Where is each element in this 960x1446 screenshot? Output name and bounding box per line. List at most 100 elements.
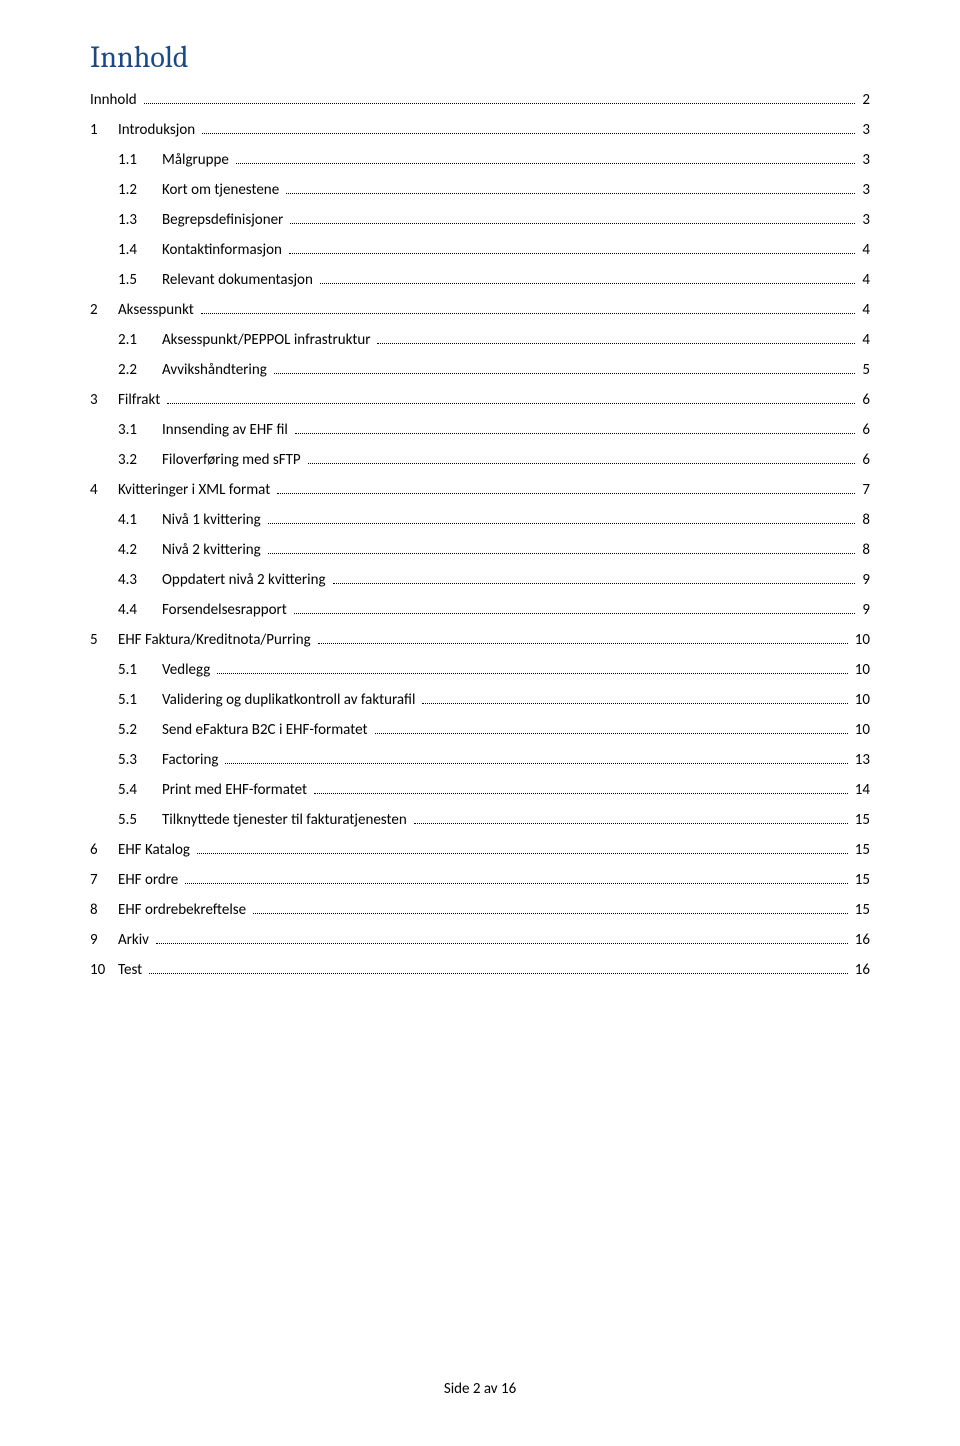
toc-leader xyxy=(202,133,855,134)
toc-number: 1.1 xyxy=(118,151,162,169)
toc-leader xyxy=(225,763,847,764)
toc-entry[interactable]: Innhold2 xyxy=(90,91,870,109)
toc-label: Validering og duplikatkontroll av faktur… xyxy=(162,691,419,709)
toc-label: Introduksjon xyxy=(118,121,199,139)
toc-entry[interactable]: 2Aksesspunkt 4 xyxy=(90,301,870,319)
toc-entry[interactable]: 9Arkiv 16 xyxy=(90,931,870,949)
toc-entry[interactable]: 1.1Målgruppe3 xyxy=(90,151,870,169)
toc-entry[interactable]: 4.4Forsendelsesrapport9 xyxy=(90,601,870,619)
toc-number: 1.5 xyxy=(118,271,162,289)
toc-number: 3.1 xyxy=(118,421,162,439)
toc-page-number: 16 xyxy=(851,961,870,979)
toc-leader xyxy=(274,373,856,374)
toc-page-number: 15 xyxy=(851,841,870,859)
toc-page-number: 8 xyxy=(858,511,870,529)
toc-entry[interactable]: 1.4Kontaktinformasjon 4 xyxy=(90,241,870,259)
toc-leader xyxy=(144,103,856,104)
toc-entry[interactable]: 2.2Avvikshåndtering5 xyxy=(90,361,870,379)
toc-page-number: 3 xyxy=(858,151,870,169)
toc-leader xyxy=(290,223,855,224)
toc-leader xyxy=(295,433,856,434)
toc-entry[interactable]: 3.1Innsending av EHF fil6 xyxy=(90,421,870,439)
toc-entry[interactable]: 4.3Oppdatert nivå 2 kvittering9 xyxy=(90,571,870,589)
toc-label: EHF Faktura/Kreditnota/Purring xyxy=(118,631,315,649)
toc-leader xyxy=(236,163,856,164)
toc-number: 5 xyxy=(90,631,118,649)
toc-entry[interactable]: 7EHF ordre15 xyxy=(90,871,870,889)
toc-number: 1.4 xyxy=(118,241,162,259)
toc-entry[interactable]: 5.4Print med EHF-formatet14 xyxy=(90,781,870,799)
toc-label: Vedlegg xyxy=(162,661,214,679)
toc-entry[interactable]: 1.2Kort om tjenestene3 xyxy=(90,181,870,199)
toc-page-number: 4 xyxy=(858,301,870,319)
toc-leader xyxy=(377,343,855,344)
toc-leader xyxy=(277,493,855,494)
toc-entry[interactable]: 1.3Begrepsdefinisjoner3 xyxy=(90,211,870,229)
toc-number: 10 xyxy=(90,961,118,979)
toc-entry[interactable]: 1Introduksjon3 xyxy=(90,121,870,139)
toc-page-number: 6 xyxy=(858,451,870,469)
toc-label: Kort om tjenestene xyxy=(162,181,283,199)
toc-label: Arkiv xyxy=(118,931,153,949)
toc-entry[interactable]: 5.5Tilknyttede tjenester til fakturatjen… xyxy=(90,811,870,829)
toc-leader xyxy=(294,613,856,614)
toc-page-number: 3 xyxy=(858,181,870,199)
toc-entry[interactable]: 5.2Send eFaktura B2C i EHF-formatet10 xyxy=(90,721,870,739)
toc-entry[interactable]: 4.1Nivå 1 kvittering8 xyxy=(90,511,870,529)
toc-number: 8 xyxy=(90,901,118,919)
toc-entry[interactable]: 2.1Aksesspunkt/PEPPOL infrastruktur4 xyxy=(90,331,870,349)
table-of-contents: Innhold21Introduksjon31.1Målgruppe31.2Ko… xyxy=(90,91,870,979)
toc-leader xyxy=(289,253,855,254)
toc-number: 6 xyxy=(90,841,118,859)
toc-label: Forsendelsesrapport xyxy=(162,601,291,619)
toc-label: Aksesspunkt xyxy=(118,301,198,319)
toc-number: 5.1 xyxy=(118,691,162,709)
toc-leader xyxy=(414,823,848,824)
toc-label: Filoverføring med sFTP xyxy=(162,451,305,469)
toc-leader xyxy=(375,733,848,734)
toc-entry[interactable]: 8EHF ordrebekreftelse15 xyxy=(90,901,870,919)
toc-label: Send eFaktura B2C i EHF-formatet xyxy=(162,721,372,739)
toc-entry[interactable]: 3.2Filoverføring med sFTP 6 xyxy=(90,451,870,469)
toc-label: EHF ordre xyxy=(118,871,182,889)
page-footer: Side 2 av 16 xyxy=(0,1380,960,1398)
toc-label: Factoring xyxy=(162,751,222,769)
toc-leader xyxy=(268,523,856,524)
toc-entry[interactable]: 4.2Nivå 2 kvittering8 xyxy=(90,541,870,559)
toc-entry[interactable]: 10Test 16 xyxy=(90,961,870,979)
toc-entry[interactable]: 3Filfrakt6 xyxy=(90,391,870,409)
toc-number: 9 xyxy=(90,931,118,949)
toc-leader xyxy=(156,943,848,944)
toc-entry[interactable]: 5.3Factoring13 xyxy=(90,751,870,769)
toc-page-number: 13 xyxy=(851,751,870,769)
toc-entry[interactable]: 5.1Vedlegg10 xyxy=(90,661,870,679)
toc-label: Test xyxy=(118,961,146,979)
toc-label: Print med EHF-formatet xyxy=(162,781,311,799)
toc-page-number: 9 xyxy=(858,571,870,589)
toc-label: Kontaktinformasjon xyxy=(162,241,286,259)
toc-label: Avvikshåndtering xyxy=(162,361,271,379)
toc-entry[interactable]: 5EHF Faktura/Kreditnota/Purring10 xyxy=(90,631,870,649)
toc-leader xyxy=(320,283,856,284)
toc-page-number: 6 xyxy=(858,421,870,439)
toc-entry[interactable]: 5.1Validering og duplikatkontroll av fak… xyxy=(90,691,870,709)
toc-entry[interactable]: 1.5Relevant dokumentasjon4 xyxy=(90,271,870,289)
toc-label: Oppdatert nivå 2 kvittering xyxy=(162,571,330,589)
toc-entry[interactable]: 4Kvitteringer i XML format7 xyxy=(90,481,870,499)
toc-number: 4 xyxy=(90,481,118,499)
toc-leader xyxy=(422,703,847,704)
toc-leader xyxy=(268,553,856,554)
toc-leader xyxy=(333,583,856,584)
toc-label: Filfrakt xyxy=(118,391,164,409)
toc-entry[interactable]: 6EHF Katalog15 xyxy=(90,841,870,859)
toc-leader xyxy=(318,643,848,644)
toc-page-number: 16 xyxy=(851,931,870,949)
toc-page-number: 4 xyxy=(858,271,870,289)
toc-page-number: 4 xyxy=(858,241,870,259)
page-title: Innhold xyxy=(90,40,870,75)
toc-label: Innhold xyxy=(90,91,141,109)
toc-number: 3.2 xyxy=(118,451,162,469)
toc-label: Aksesspunkt/PEPPOL infrastruktur xyxy=(162,331,374,349)
toc-page-number: 10 xyxy=(851,721,870,739)
toc-number: 2 xyxy=(90,301,118,319)
